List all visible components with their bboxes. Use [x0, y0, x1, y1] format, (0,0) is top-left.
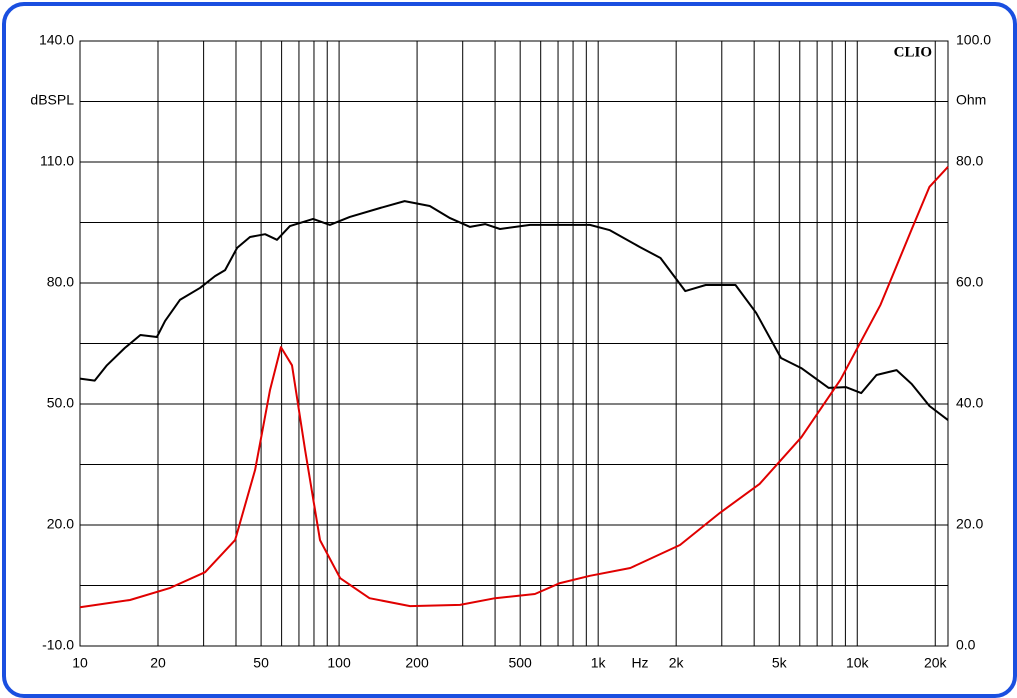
y2-tick-label: 80.0 — [956, 153, 983, 169]
x-tick-label: 5k — [772, 655, 788, 671]
y-tick-label: -10.0 — [42, 637, 74, 653]
x-tick-label: 2k — [669, 655, 685, 671]
y2-tick-label: 40.0 — [956, 395, 983, 411]
x-tick-label: 1k — [591, 655, 607, 671]
x-tick-label: 500 — [508, 655, 532, 671]
x-axis-label: Hz — [631, 655, 648, 671]
series-line — [79, 200, 949, 421]
x-tick-label: 20k — [924, 655, 948, 671]
y-tick-label: 110.0 — [40, 153, 74, 169]
x-tick-label: 20 — [150, 655, 166, 671]
y-tick-label: 80.0 — [47, 274, 74, 290]
x-tick-label: 10k — [846, 655, 870, 671]
plot-border — [79, 40, 949, 647]
x-tick-label: 100 — [327, 655, 351, 671]
y-tick-label: 50.0 — [47, 395, 74, 411]
watermark: CLIO — [894, 44, 932, 60]
x-tick-label: 10 — [72, 655, 88, 671]
y2-tick-label: 60.0 — [956, 274, 983, 290]
y2-tick-label: 0.0 — [956, 637, 976, 653]
y2-tick-label: 100.0 — [956, 32, 991, 48]
y-tick-label: 140.0 — [39, 32, 74, 48]
series-line — [79, 166, 949, 609]
y-axis-label: dBSPL — [30, 92, 74, 108]
x-tick-label: 50 — [253, 655, 269, 671]
y-tick-label: 20.0 — [47, 516, 74, 532]
y2-tick-label: 20.0 — [956, 516, 983, 532]
y2-axis-label: Ohm — [956, 92, 986, 108]
x-tick-label: 200 — [405, 655, 429, 671]
